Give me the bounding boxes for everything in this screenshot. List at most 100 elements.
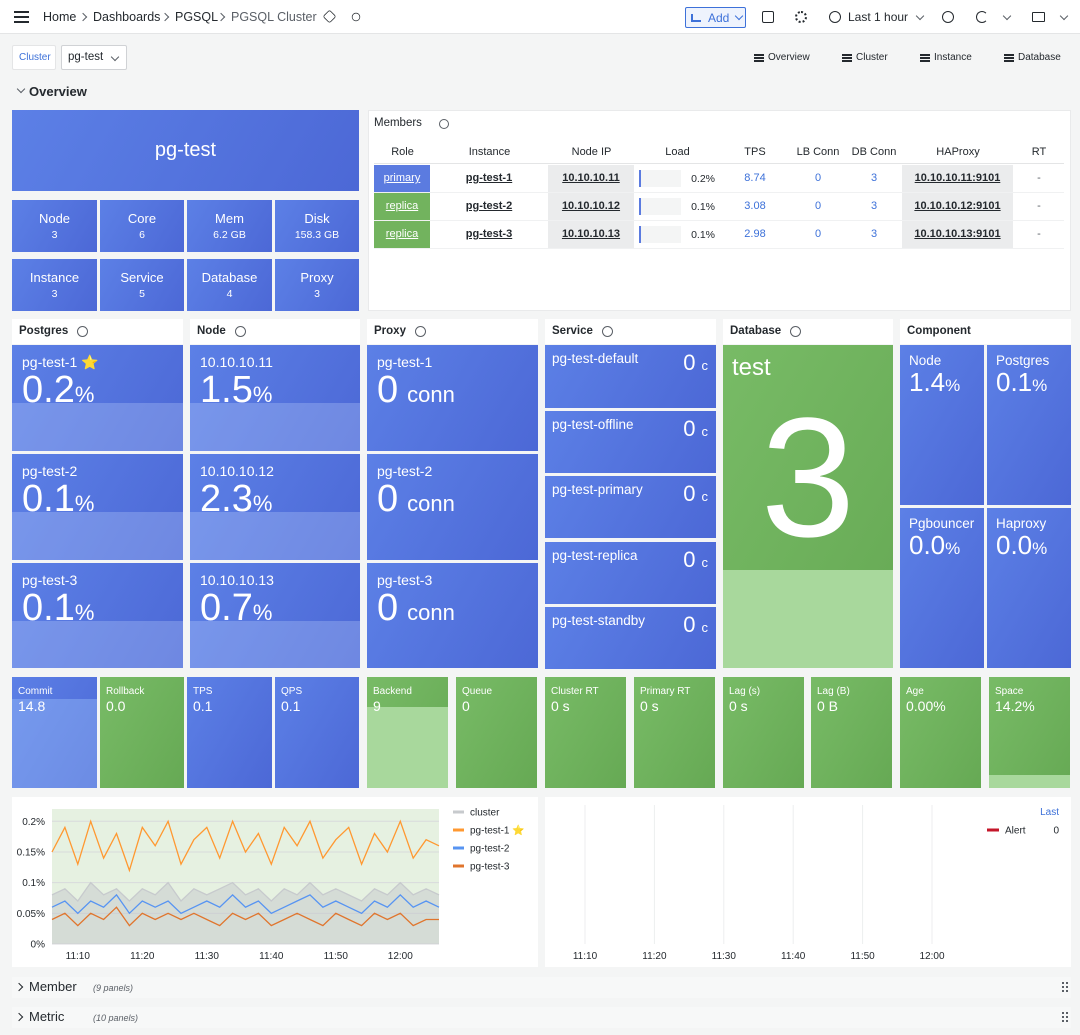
tile-value: 1.4% — [909, 367, 960, 398]
icon — [351, 12, 361, 22]
icon — [829, 11, 841, 23]
stat-value: 14.8 — [18, 698, 46, 714]
instance-link[interactable]: 10.10.10.13:9101 — [914, 228, 1001, 240]
chevron-icon — [14, 982, 24, 992]
stat-label: QPS — [281, 686, 303, 697]
column-header[interactable]: TPS — [744, 146, 766, 158]
dashboard-link[interactable]: Instance — [934, 52, 972, 63]
x-tick-label: 11:30 — [712, 951, 737, 962]
dashboard-link[interactable]: Cluster — [856, 52, 888, 63]
link-cell: 10.10.10.11:9101 — [902, 165, 1013, 192]
instance-link[interactable]: 10.10.10.12 — [561, 200, 621, 212]
role-link[interactable]: replica — [385, 228, 419, 240]
variable-select[interactable] — [61, 45, 127, 70]
instance-link[interactable]: pg-test-1 — [465, 172, 513, 184]
cell-value: 2.98 — [744, 228, 766, 240]
icon — [842, 60, 852, 62]
stat-label: Queue — [462, 686, 493, 697]
breadcrumb: PGSQL Cluster — [231, 10, 317, 24]
collapsed-row[interactable]: Metric (10 panels) — [12, 1007, 1071, 1028]
stat-value: 0.00% — [906, 698, 946, 714]
value: 0.2 — [22, 369, 75, 411]
sparkline-area — [12, 699, 97, 788]
stat-tile: QPS 0.1 — [275, 677, 359, 788]
instance-link[interactable]: 10.10.10.11:9101 — [914, 172, 1001, 184]
breadcrumb[interactable]: Home — [43, 10, 77, 24]
chevron-icon — [14, 1012, 24, 1022]
column-header[interactable]: RT — [1031, 146, 1047, 158]
cell-value: - — [1037, 228, 1041, 240]
drag-handle — [1062, 986, 1064, 988]
stat-tile: Space 14.2% — [989, 677, 1070, 788]
stat-tile: Mem 6.2 GB — [187, 200, 272, 252]
stat-value: 0.0 — [106, 698, 126, 714]
drag-handle — [1062, 982, 1064, 984]
series-area — [52, 882, 439, 944]
load-value: 0.1% — [691, 201, 715, 213]
stat-value: 158.3 GB — [294, 229, 340, 241]
stat-tile: Haproxy 0.0% — [987, 508, 1071, 668]
x-tick-label: 11:20 — [130, 951, 155, 962]
y-tick-label: 0% — [31, 940, 46, 951]
instance-link[interactable]: pg-test-2 — [465, 200, 513, 212]
cell-value: 3 — [870, 228, 878, 240]
stat-label: Database — [201, 270, 258, 285]
unit: c — [701, 555, 709, 570]
row-title[interactable]: Overview — [29, 84, 87, 99]
column-header[interactable]: LB Conn — [796, 146, 840, 158]
row-note: (9 panels) — [93, 983, 134, 993]
y-tick-label: 0.05% — [17, 909, 45, 920]
sparkline-area — [12, 403, 183, 451]
instance-link[interactable]: 10.10.10.11 — [562, 172, 620, 184]
link-cell: 10.10.10.12:9101 — [902, 193, 1013, 220]
collapsed-row[interactable]: Member (9 panels) — [12, 977, 1071, 998]
breadcrumb[interactable]: PGSQL — [175, 10, 219, 24]
series-line — [51, 893, 440, 915]
instance-link[interactable]: 10.10.10.13 — [561, 228, 621, 240]
tile-label: pg-test-3 — [22, 572, 78, 588]
stat-label: Instance — [29, 270, 80, 285]
role-link[interactable]: primary — [383, 172, 421, 184]
cell-value: - — [1037, 172, 1041, 184]
stat-tile: 10.10.10.13 0.7% — [190, 563, 360, 668]
cell-value: 0 — [814, 172, 822, 184]
breadcrumb[interactable]: Dashboards — [93, 10, 161, 24]
column-header[interactable]: DB Conn — [851, 146, 897, 158]
dashboard-link[interactable]: Database — [1018, 52, 1061, 63]
unit: % — [945, 376, 961, 395]
column-header[interactable]: HAProxy — [936, 146, 980, 158]
value: 2.3 — [200, 478, 253, 520]
column-header[interactable]: Node IP — [571, 146, 612, 158]
add-button[interactable]: Add — [685, 7, 746, 28]
sparkline-area — [12, 512, 183, 560]
time-range-picker[interactable]: Last 1 hour — [848, 10, 909, 24]
stat-tile: Queue 0 — [456, 677, 537, 788]
column-header[interactable]: Instance — [468, 146, 511, 158]
tile-label: pg-test-1 — [377, 354, 433, 370]
role-link[interactable]: replica — [385, 200, 419, 212]
icon — [1004, 57, 1014, 59]
series-line — [51, 819, 440, 873]
icon — [415, 326, 426, 337]
row-border — [374, 220, 1064, 221]
stat-tile: Primary RT 0 s — [634, 677, 715, 788]
dashboard-link[interactable]: Overview — [768, 52, 810, 63]
column-header[interactable]: Role — [391, 146, 414, 158]
instance-link[interactable]: pg-test-3 — [465, 228, 513, 240]
stat-tile: Instance 3 — [12, 259, 97, 311]
x-tick-label: 11:10 — [66, 951, 91, 962]
icon — [439, 119, 449, 129]
instance-link[interactable]: 10.10.10.12:9101 — [914, 200, 1001, 212]
drag-handle — [1066, 1020, 1068, 1022]
tile-value: 1.5% — [200, 369, 272, 412]
stat-tile: pg-test-primary 0 c — [545, 476, 716, 538]
y-tick-label: 0.2% — [22, 817, 45, 828]
legend-label: pg-test-3 — [470, 862, 510, 873]
tile-value: 0.7% — [200, 587, 272, 630]
tile-label: pg-test-3 — [377, 572, 433, 588]
load-gauge — [639, 170, 681, 187]
column-header[interactable]: Load — [665, 146, 690, 158]
panel-title: Proxy — [374, 325, 406, 337]
